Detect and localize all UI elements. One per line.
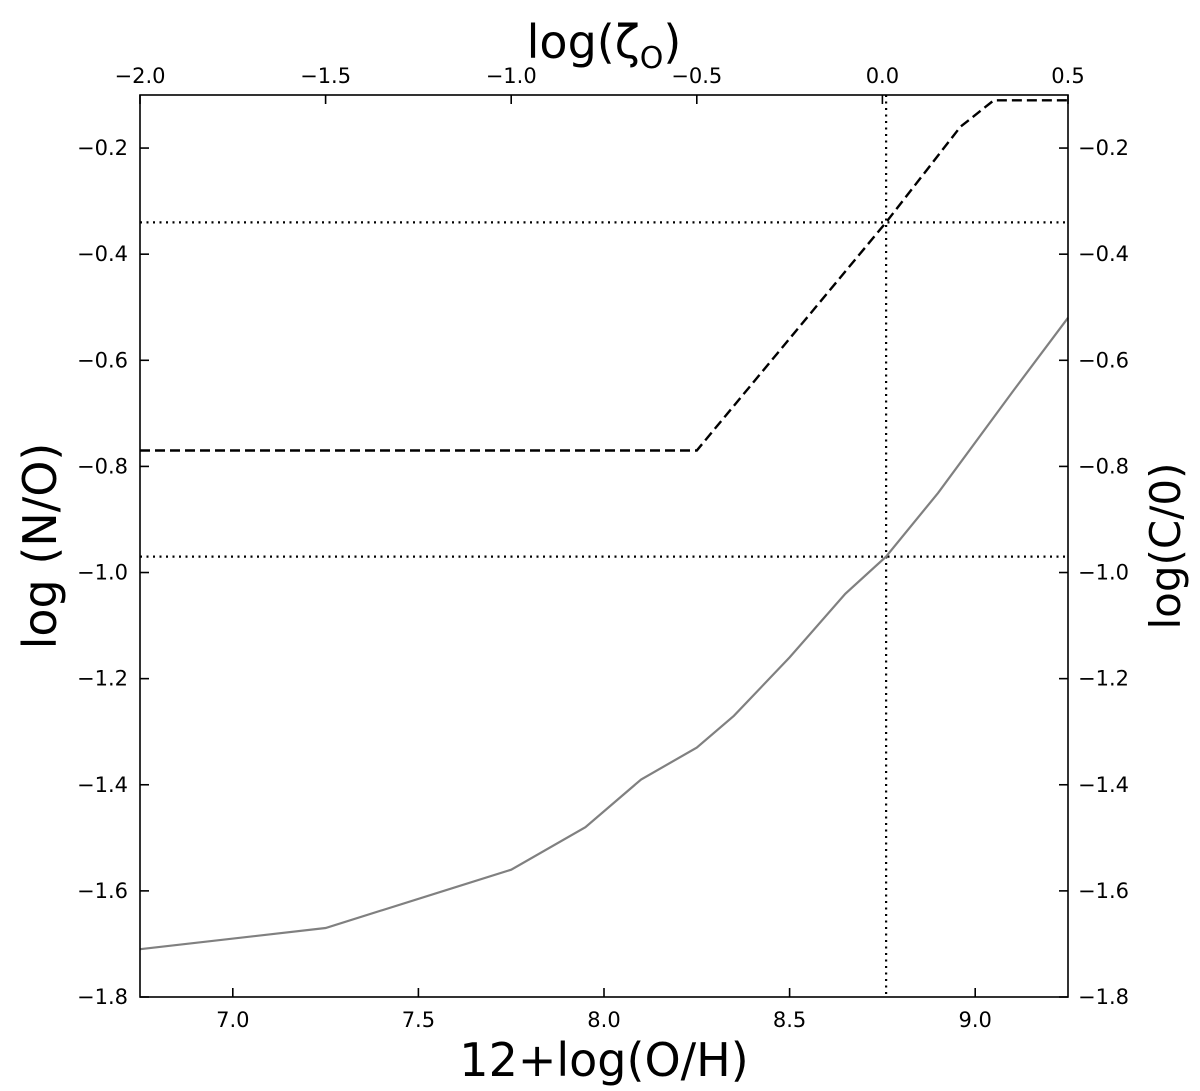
- x-axis-bottom-title: 12+log(O/H): [459, 1033, 748, 1087]
- y-right-tick-label: −1.4: [1078, 773, 1129, 797]
- axis-ticks: 7.0 7.5 8.0 8.5 9.0 −2.0 −1.5 −1.0 −0.5 0.0 0.5 −0.…: [77, 64, 1129, 1032]
- x-axis-top-title: log(ζO): [527, 15, 682, 76]
- y-left-tick-label: −1.0: [77, 561, 128, 585]
- x-top-tick-label: −1.5: [300, 64, 351, 88]
- x-axis-top-title-subscript: O: [640, 41, 664, 76]
- x-bottom-tick-label: 7.5: [402, 1008, 435, 1032]
- y-right-tick-label: −0.8: [1078, 454, 1129, 478]
- plot-frame: [139, 94, 1069, 998]
- y-left-tick-label: −0.8: [77, 454, 128, 478]
- series-line-solid: [139, 317, 1069, 951]
- x-top-tick-label: −0.5: [671, 64, 722, 88]
- x-bottom-tick-label: 9.0: [958, 1008, 991, 1032]
- y-right-tick-label: −0.2: [1078, 136, 1129, 160]
- y-axis-left-title: log (N/O): [13, 443, 67, 650]
- x-top-tick-label: 0.5: [1051, 64, 1084, 88]
- x-top-tick-label: −2.0: [115, 64, 166, 88]
- x-bottom-tick-label: 8.5: [773, 1008, 806, 1032]
- x-axis-top-title-close: ): [663, 15, 681, 69]
- x-bottom-tick-label: 8.0: [587, 1008, 620, 1032]
- y-right-tick-label: −1.8: [1078, 985, 1129, 1009]
- y-right-tick-label: −0.6: [1078, 348, 1129, 372]
- y-right-tick-label: −1.6: [1078, 879, 1129, 903]
- y-right-tick-label: −0.4: [1078, 242, 1129, 266]
- x-bottom-tick-label: 7.0: [216, 1008, 249, 1032]
- y-left-tick-label: −0.6: [77, 348, 128, 372]
- x-top-tick-label: −1.0: [486, 64, 537, 88]
- x-top-tick-label: 0.0: [866, 64, 899, 88]
- y-right-tick-label: −1.2: [1078, 667, 1129, 691]
- x-axis-top-title-main: log(ζ: [527, 15, 640, 69]
- y-left-tick-label: −1.2: [77, 667, 128, 691]
- y-right-tick-label: −1.0: [1078, 561, 1129, 585]
- series-line-dashed: [140, 99, 1068, 452]
- y-left-tick-label: −0.2: [77, 136, 128, 160]
- series-lines: [139, 99, 1069, 951]
- y-left-tick-label: −1.6: [77, 879, 128, 903]
- reference-lines: [140, 95, 1068, 997]
- y-left-tick-label: −1.4: [77, 773, 128, 797]
- y-axis-right-title: log(C/0): [1141, 463, 1190, 630]
- y-left-tick-label: −0.4: [77, 242, 128, 266]
- y-left-tick-label: −1.8: [77, 985, 128, 1009]
